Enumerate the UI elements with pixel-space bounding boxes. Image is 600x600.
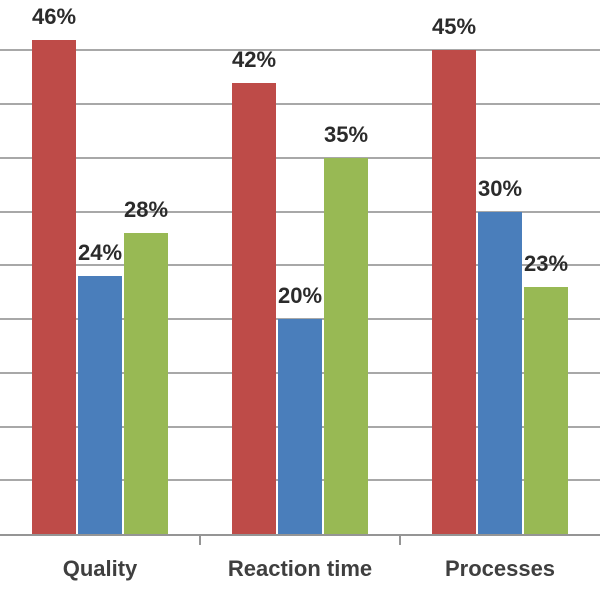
value-label-reaction-time-blue-series: 20% xyxy=(277,283,323,308)
bar-processes-blue-series xyxy=(478,211,522,534)
value-label-reaction-time-green-series: 35% xyxy=(323,121,369,147)
category-label-quality: Quality xyxy=(62,556,138,581)
gridline-45% xyxy=(0,49,600,52)
bar-reaction-time-blue-series xyxy=(278,319,322,534)
value-label-quality-green-series: 28% xyxy=(123,197,169,222)
gridline-30% xyxy=(0,210,600,213)
category-label-reaction-time: Reaction time xyxy=(227,556,373,581)
x-axis-line xyxy=(0,534,600,536)
value-label-processes-green-series: 23% xyxy=(523,250,569,276)
bar-processes-red-series xyxy=(432,50,476,534)
x-axis-tick xyxy=(399,536,401,545)
bar-quality-green-series xyxy=(124,233,168,534)
bar-reaction-time-red-series xyxy=(232,82,276,534)
value-label-processes-blue-series: 30% xyxy=(477,175,523,201)
value-label-quality-red-series: 46% xyxy=(31,3,77,29)
bar-quality-red-series xyxy=(32,39,76,534)
gridline-40% xyxy=(0,103,600,105)
gridline-25% xyxy=(0,264,600,267)
x-axis-tick xyxy=(199,536,201,545)
bar-reaction-time-green-series xyxy=(324,157,368,534)
category-label-processes: Processes xyxy=(444,556,556,581)
value-label-quality-blue-series: 24% xyxy=(77,240,123,265)
value-label-reaction-time-red-series: 42% xyxy=(231,46,277,72)
bar-quality-blue-series xyxy=(78,276,122,534)
value-label-processes-red-series: 45% xyxy=(431,14,477,40)
bar-processes-green-series xyxy=(524,286,568,534)
gridline-35% xyxy=(0,156,600,159)
